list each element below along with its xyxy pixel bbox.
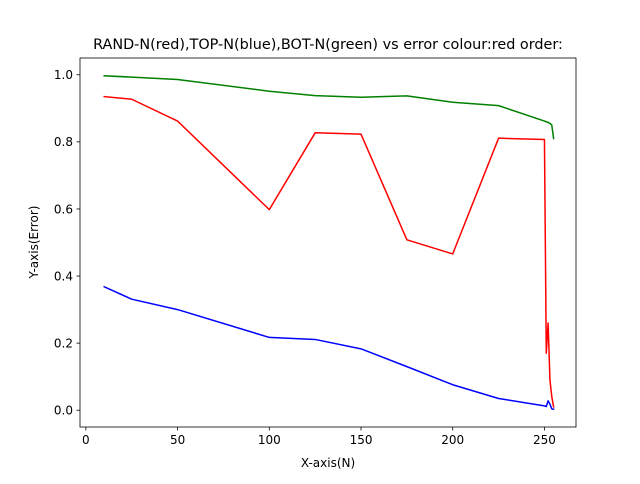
- y-axis-label: Y-axis(Error): [27, 206, 41, 280]
- x-tick-label-2: 100: [258, 433, 281, 447]
- y-tick-label-5: 1.0: [54, 68, 73, 82]
- y-tick-label-2: 0.4: [54, 269, 73, 283]
- y-tick-label-1: 0.2: [54, 336, 73, 350]
- y-tick-label-0: 0.0: [54, 404, 73, 418]
- axes-frame: [79, 57, 577, 428]
- chart-title: RAND-N(red),TOP-N(blue),BOT-N(green) vs …: [93, 37, 563, 53]
- x-tick-label-5: 250: [533, 433, 556, 447]
- y-tick-label-3: 0.6: [54, 202, 73, 216]
- series-line-1: [103, 285, 555, 411]
- series-line-0: [103, 95, 555, 408]
- x-tick-label-4: 200: [441, 433, 464, 447]
- y-tick-label-4: 0.8: [54, 135, 73, 149]
- x-tick-label-0: 0: [82, 433, 90, 447]
- x-axis-label: X-axis(N): [301, 456, 355, 470]
- x-tick-label-1: 50: [170, 433, 185, 447]
- series-line-2: [103, 74, 555, 140]
- plot-area: 0 50 100 150 200 250 0.0 0.2 0.4 0.6 0.8 1.0: [54, 57, 577, 447]
- x-tick-label-3: 150: [350, 433, 373, 447]
